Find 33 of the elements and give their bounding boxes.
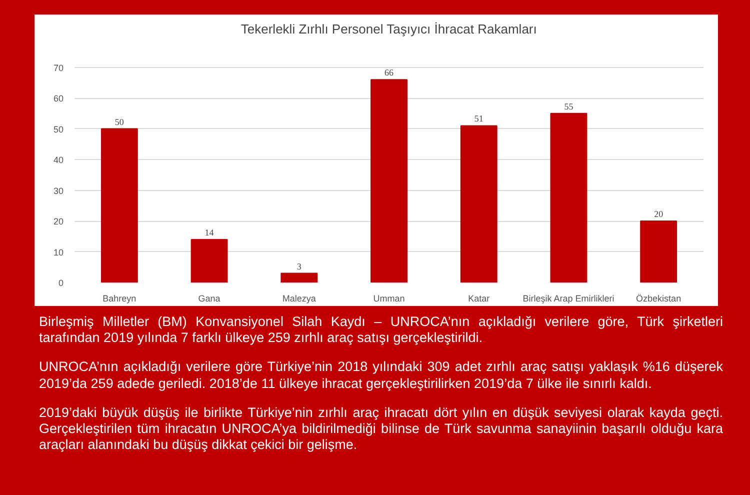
- data-label: 66: [384, 68, 394, 78]
- bar: [640, 220, 678, 282]
- data-label: 50: [114, 116, 124, 127]
- bar: [370, 79, 408, 282]
- bar: [100, 128, 138, 282]
- y-tick-label: 70: [53, 62, 64, 73]
- x-tick-label: Özbekistan: [636, 294, 682, 304]
- y-tick-label: 50: [53, 124, 64, 134]
- data-label: 20: [654, 209, 664, 220]
- data-label: 14: [204, 227, 214, 238]
- y-tick-label: 30: [53, 186, 64, 196]
- text: UNROCA’nın açıkladığı verilere göre Türkiye’nin 2018 yılındaki 309 adet zırhlı araç satışı yaklaşık %16 düşerek 2019’da 259 adede geriledi. 2018’de 11 ülkeye ihracat gerçekleştirilirken 2019’da 7 ülke ile sınırlı kaldı.: [39, 359, 723, 392]
- y-tick-label: 0: [58, 278, 64, 288]
- bar: [280, 272, 318, 282]
- data-label: 51: [474, 114, 484, 124]
- data-label: 55: [564, 101, 574, 112]
- x-tick-label: Katar: [468, 294, 490, 304]
- bar: [190, 238, 228, 282]
- text: Birleşmiş Milletler (BM) Konvansiyonel Silah Kaydı – UNROCA’nın açıkladığı verilere göre, Türk şirketleri tarafından 2019 yılında 7 farklı ülkeye 259 zırhlı araç satışı gerçekleştirildi.: [39, 314, 723, 346]
- x-tick-label: Gana: [198, 294, 220, 304]
- chart-title: Tekerlekli Zırhlı Personel Taşıyıcı İhracat Rakamları: [240, 22, 537, 36]
- bar: [550, 112, 588, 282]
- x-tick-label: Umman: [373, 294, 405, 304]
- text: 2019’daki büyük düşüş ile birlikte Türkiye’nin zırhlı araç ihracatı dört yılın en düşük seviyesi olarak kayda geçti. Gerçekleştirilen tüm ihracatın UNROCA’ya bildirilmediği bilinse de Türk savunma sanayiinin başarılı olduğu kara araçları alanındaki bu düşüş dikkat çekici bir gelişme.: [39, 404, 723, 454]
- x-tick-label: Malezya: [282, 294, 316, 304]
- y-tick-label: 60: [53, 94, 64, 104]
- bar: [460, 125, 498, 282]
- x-tick-label: Birleşik Arap Emirlikleri: [522, 294, 614, 304]
- y-tick-label: 10: [53, 247, 64, 258]
- data-label: 3: [296, 261, 302, 272]
- y-tick-label: 40: [53, 155, 64, 166]
- x-tick-label: Bahreyn: [102, 294, 136, 304]
- y-tick-label: 20: [53, 216, 64, 227]
